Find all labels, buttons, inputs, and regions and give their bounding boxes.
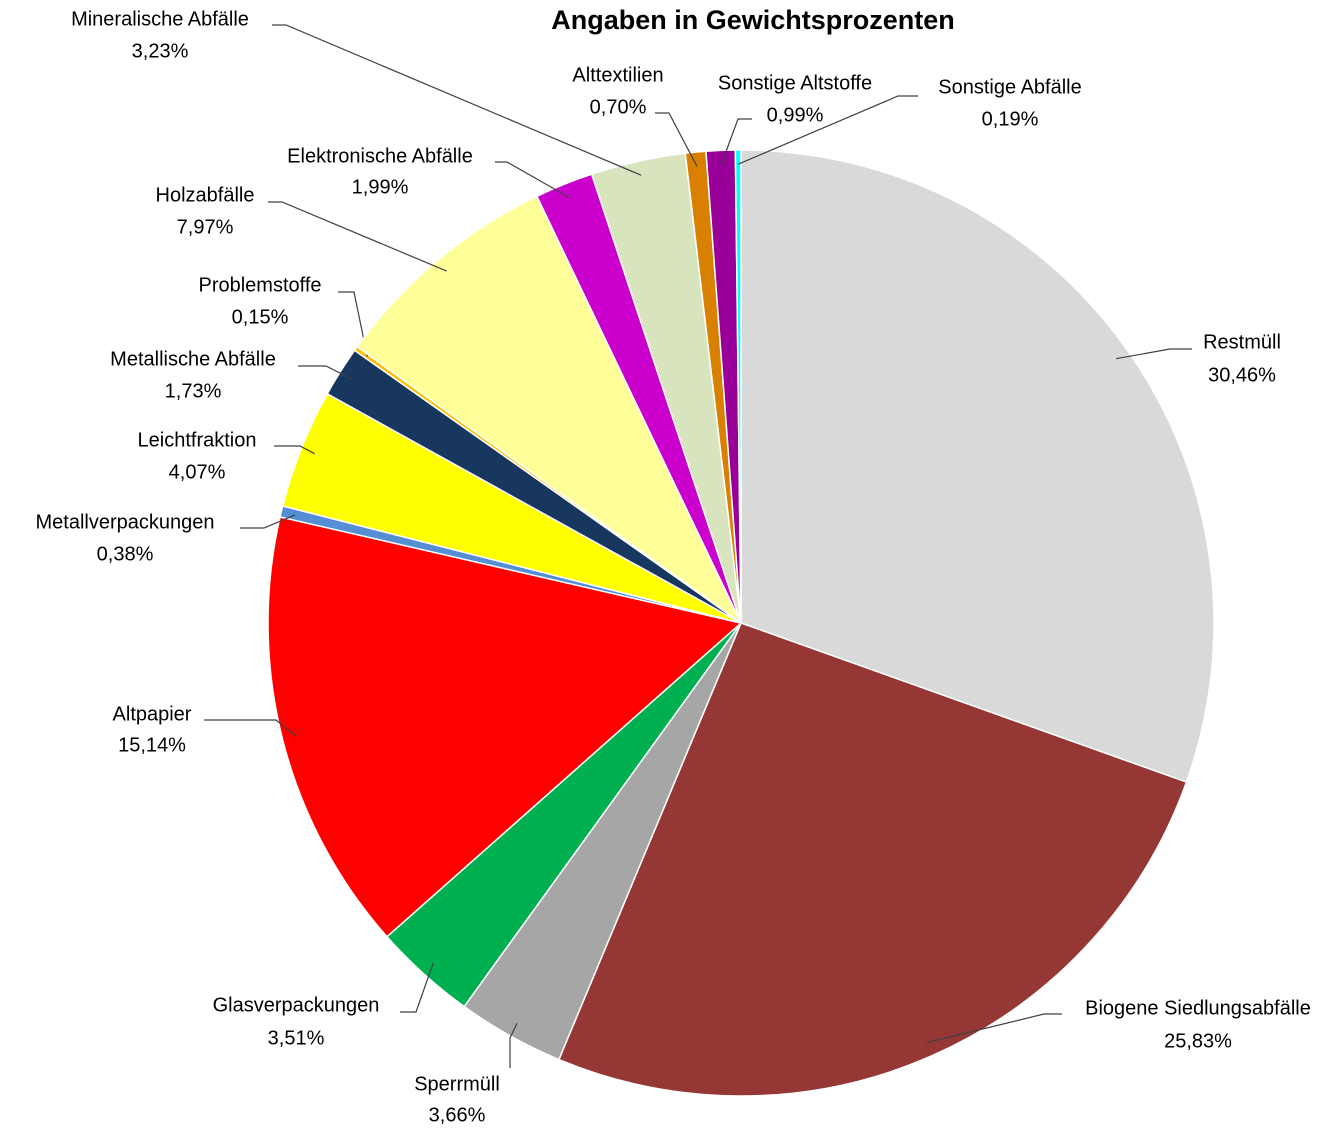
slice-value-label: 0,70% — [590, 96, 647, 118]
chart-title: Angaben in Gewichtsprozenten — [551, 5, 955, 35]
slice-value-label: 4,07% — [169, 461, 226, 483]
slice-value-label: 3,23% — [132, 40, 189, 62]
slice-value-label: 0,99% — [767, 104, 824, 126]
slice-value-label: 25,83% — [1164, 1030, 1232, 1052]
slice-label: Altpapier — [113, 703, 192, 725]
leader-line — [1115, 348, 1192, 360]
pie-slice — [557, 622, 1188, 1097]
slice-label: Alttextilien — [572, 64, 663, 86]
slice-label: Elektronische Abfälle — [287, 145, 473, 167]
leader-line — [272, 24, 642, 176]
leader-line — [495, 161, 570, 199]
slice-label: Sonstige Altstoffe — [718, 72, 872, 94]
pie-slice — [267, 516, 743, 938]
slice-label: Glasverpackungen — [213, 994, 380, 1016]
pie-slice — [356, 195, 742, 624]
leader-line — [240, 514, 296, 529]
slice-value-label: 1,73% — [165, 380, 222, 402]
leader-line — [926, 1013, 1062, 1044]
slice-label: Leichtfraktion — [138, 429, 257, 451]
slice-value-label: 7,97% — [177, 216, 234, 238]
slice-value-label: 3,66% — [429, 1104, 486, 1126]
leader-line — [509, 1023, 518, 1068]
slice-label: Sperrmüll — [414, 1073, 500, 1095]
slice-label: Problemstoffe — [198, 274, 321, 296]
leader-line — [720, 118, 752, 165]
slice-label: Holzabfälle — [156, 184, 255, 206]
pie-slice — [740, 149, 1215, 784]
leader-line — [338, 291, 368, 357]
leader-line — [400, 963, 434, 1013]
slice-label: Metallische Abfälle — [110, 348, 276, 370]
slice-label: Metallverpackungen — [36, 511, 215, 533]
leader-line — [738, 95, 918, 165]
leader-line — [204, 719, 297, 737]
slice-value-label: 30,46% — [1208, 364, 1276, 386]
leader-line — [268, 201, 447, 272]
slice-label: Mineralische Abfälle — [71, 8, 249, 30]
slice-label: Sonstige Abfälle — [938, 76, 1081, 98]
slice-value-label: 1,99% — [352, 176, 409, 198]
leader-line — [298, 365, 353, 380]
pie-slice — [734, 149, 742, 624]
slice-label: Restmüll — [1203, 331, 1281, 353]
slice-value-label: 15,14% — [118, 734, 186, 756]
leader-line — [274, 445, 315, 455]
slice-value-label: 0,15% — [232, 306, 289, 328]
slice-value-label: 0,19% — [982, 108, 1039, 130]
slice-value-label: 3,51% — [268, 1027, 325, 1049]
leader-line — [655, 112, 698, 167]
slice-value-label: 0,38% — [97, 543, 154, 565]
slice-label: Biogene Siedlungsabfälle — [1085, 997, 1311, 1019]
